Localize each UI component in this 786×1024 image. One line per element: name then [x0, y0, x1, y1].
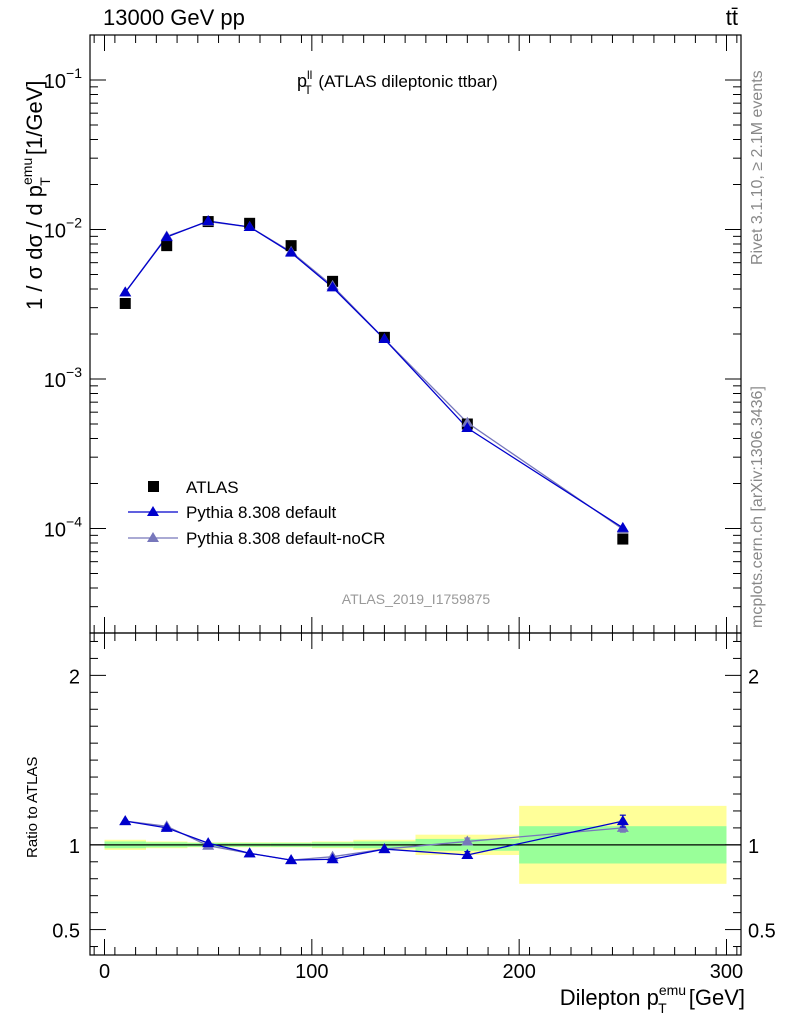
ratio-content: 0.5 0.5 1 1 2 2 0 100 200 300	[52, 632, 776, 983]
main-y-tick-exponent: −3	[66, 364, 82, 380]
legend-marker-default	[147, 506, 159, 516]
xlabel-unit: [GeV]	[683, 985, 745, 1010]
main-y-tick-label: 10−3	[44, 364, 82, 392]
header-right: tt̄	[726, 5, 738, 30]
ratio-default-point	[461, 849, 474, 860]
rivet-label: Rivet 3.1.10, ≥ 2.1M events	[749, 70, 766, 265]
main-y-tick-label: 10−1	[44, 65, 82, 93]
main-y-tick-exponent: −2	[66, 215, 82, 231]
main-y-tick-mantissa: 10	[44, 71, 66, 93]
default-data-point	[160, 231, 173, 242]
ylabel-sup: emu	[19, 158, 35, 185]
ratio-default-point	[326, 853, 339, 864]
ylabel-text: 1 / σ dσ / d p	[22, 185, 47, 310]
legend-marker-atlas	[148, 481, 159, 492]
main-y-tick-label: 10−4	[44, 514, 82, 542]
main-y-tick-mantissa: 10	[44, 370, 66, 392]
title-sup: ll	[307, 68, 312, 82]
main-y-tick-exponent: −1	[66, 65, 82, 81]
x-tick-label: 100	[295, 961, 328, 983]
main-title: pll T (ATLAS dileptonic ttbar)	[297, 68, 498, 97]
legend-label-default: Pythia 8.308 default	[186, 503, 337, 522]
default-data-point	[461, 422, 474, 433]
ratio-default-point	[119, 815, 132, 826]
ratio-default-point	[378, 843, 391, 854]
ylabel-unit: [1/GeV]	[22, 80, 47, 161]
ratio-y-tick-label: 0.5	[52, 921, 80, 943]
main-y-tick-mantissa: 10	[44, 520, 66, 542]
main-content: 10−110−210−310−4	[44, 34, 742, 634]
title-main: p	[297, 71, 307, 91]
ratio-panel: 0.5 0.5 1 1 2 2 0 100 200 300 Ratio to ATLAS Dile…	[24, 632, 776, 1016]
legend-label-atlas: ATLAS	[186, 478, 239, 497]
nocr-data-point	[461, 416, 474, 427]
ratio-default-point	[285, 854, 298, 865]
ratio-frame	[89, 632, 742, 956]
default-data-point	[378, 333, 391, 344]
main-y-axis-label: 1 / σ dσ / d pemu T [1/GeV]	[19, 80, 53, 310]
main-panel: 10−110−210−310−4 pll T (ATLAS dileptonic …	[19, 34, 742, 634]
title-sub: T	[304, 83, 312, 97]
default-data-point	[202, 214, 215, 225]
header-left: 13000 GeV pp	[103, 5, 245, 30]
default-data-point	[616, 521, 629, 532]
main-y-tick-label: 10−2	[44, 215, 82, 243]
default-data-point	[326, 281, 339, 292]
ratio-y-axis-label: Ratio to ATLAS	[24, 757, 41, 858]
ratio-y-tick-label-right: 2	[748, 666, 759, 688]
watermark: ATLAS_2019_I1759875	[342, 591, 491, 607]
legend-marker-nocr	[147, 532, 159, 542]
ratio-y-tick-label-right: 0.5	[748, 921, 776, 943]
title-rest: (ATLAS dileptonic ttbar)	[314, 72, 498, 91]
ratio-y-tick-label: 2	[69, 666, 80, 688]
default-data-point	[285, 246, 298, 257]
legend: ATLAS Pythia 8.308 default Pythia 8.308 …	[128, 478, 385, 548]
main-y-tick-mantissa: 10	[44, 221, 66, 243]
ratio-y-tick-label: 1	[69, 836, 80, 858]
ratio-default-point	[616, 815, 629, 826]
atlas-data-point	[161, 240, 173, 252]
ratio-y-tick-label-right: 1	[748, 836, 759, 858]
atlas-data-point	[285, 240, 297, 252]
xlabel-sub: T	[658, 1000, 667, 1016]
x-tick-label: 0	[99, 961, 110, 983]
atlas-data-point	[119, 297, 131, 309]
atlas-data-point	[617, 533, 629, 545]
x-axis-label: Dilepton pemu T [GeV]	[560, 982, 745, 1016]
ratio-nocr-point	[461, 835, 474, 846]
xlabel-sup: emu	[659, 982, 686, 998]
ratio-default-point	[202, 837, 215, 848]
ylabel-sub: T	[37, 177, 53, 186]
default-data-point	[243, 220, 256, 231]
ratio-default-point	[160, 821, 173, 832]
legend-label-nocr: Pythia 8.308 default-noCR	[186, 529, 385, 548]
xlabel-text: Dilepton p	[560, 985, 659, 1010]
mcplots-label: mcplots.cern.ch [arXiv:1306.3436]	[749, 386, 766, 628]
ratio-default-point	[243, 847, 256, 858]
main-y-tick-exponent: −4	[66, 514, 82, 530]
x-tick-label: 300	[710, 961, 743, 983]
x-tick-label: 200	[502, 961, 535, 983]
default-data-point	[119, 286, 132, 297]
